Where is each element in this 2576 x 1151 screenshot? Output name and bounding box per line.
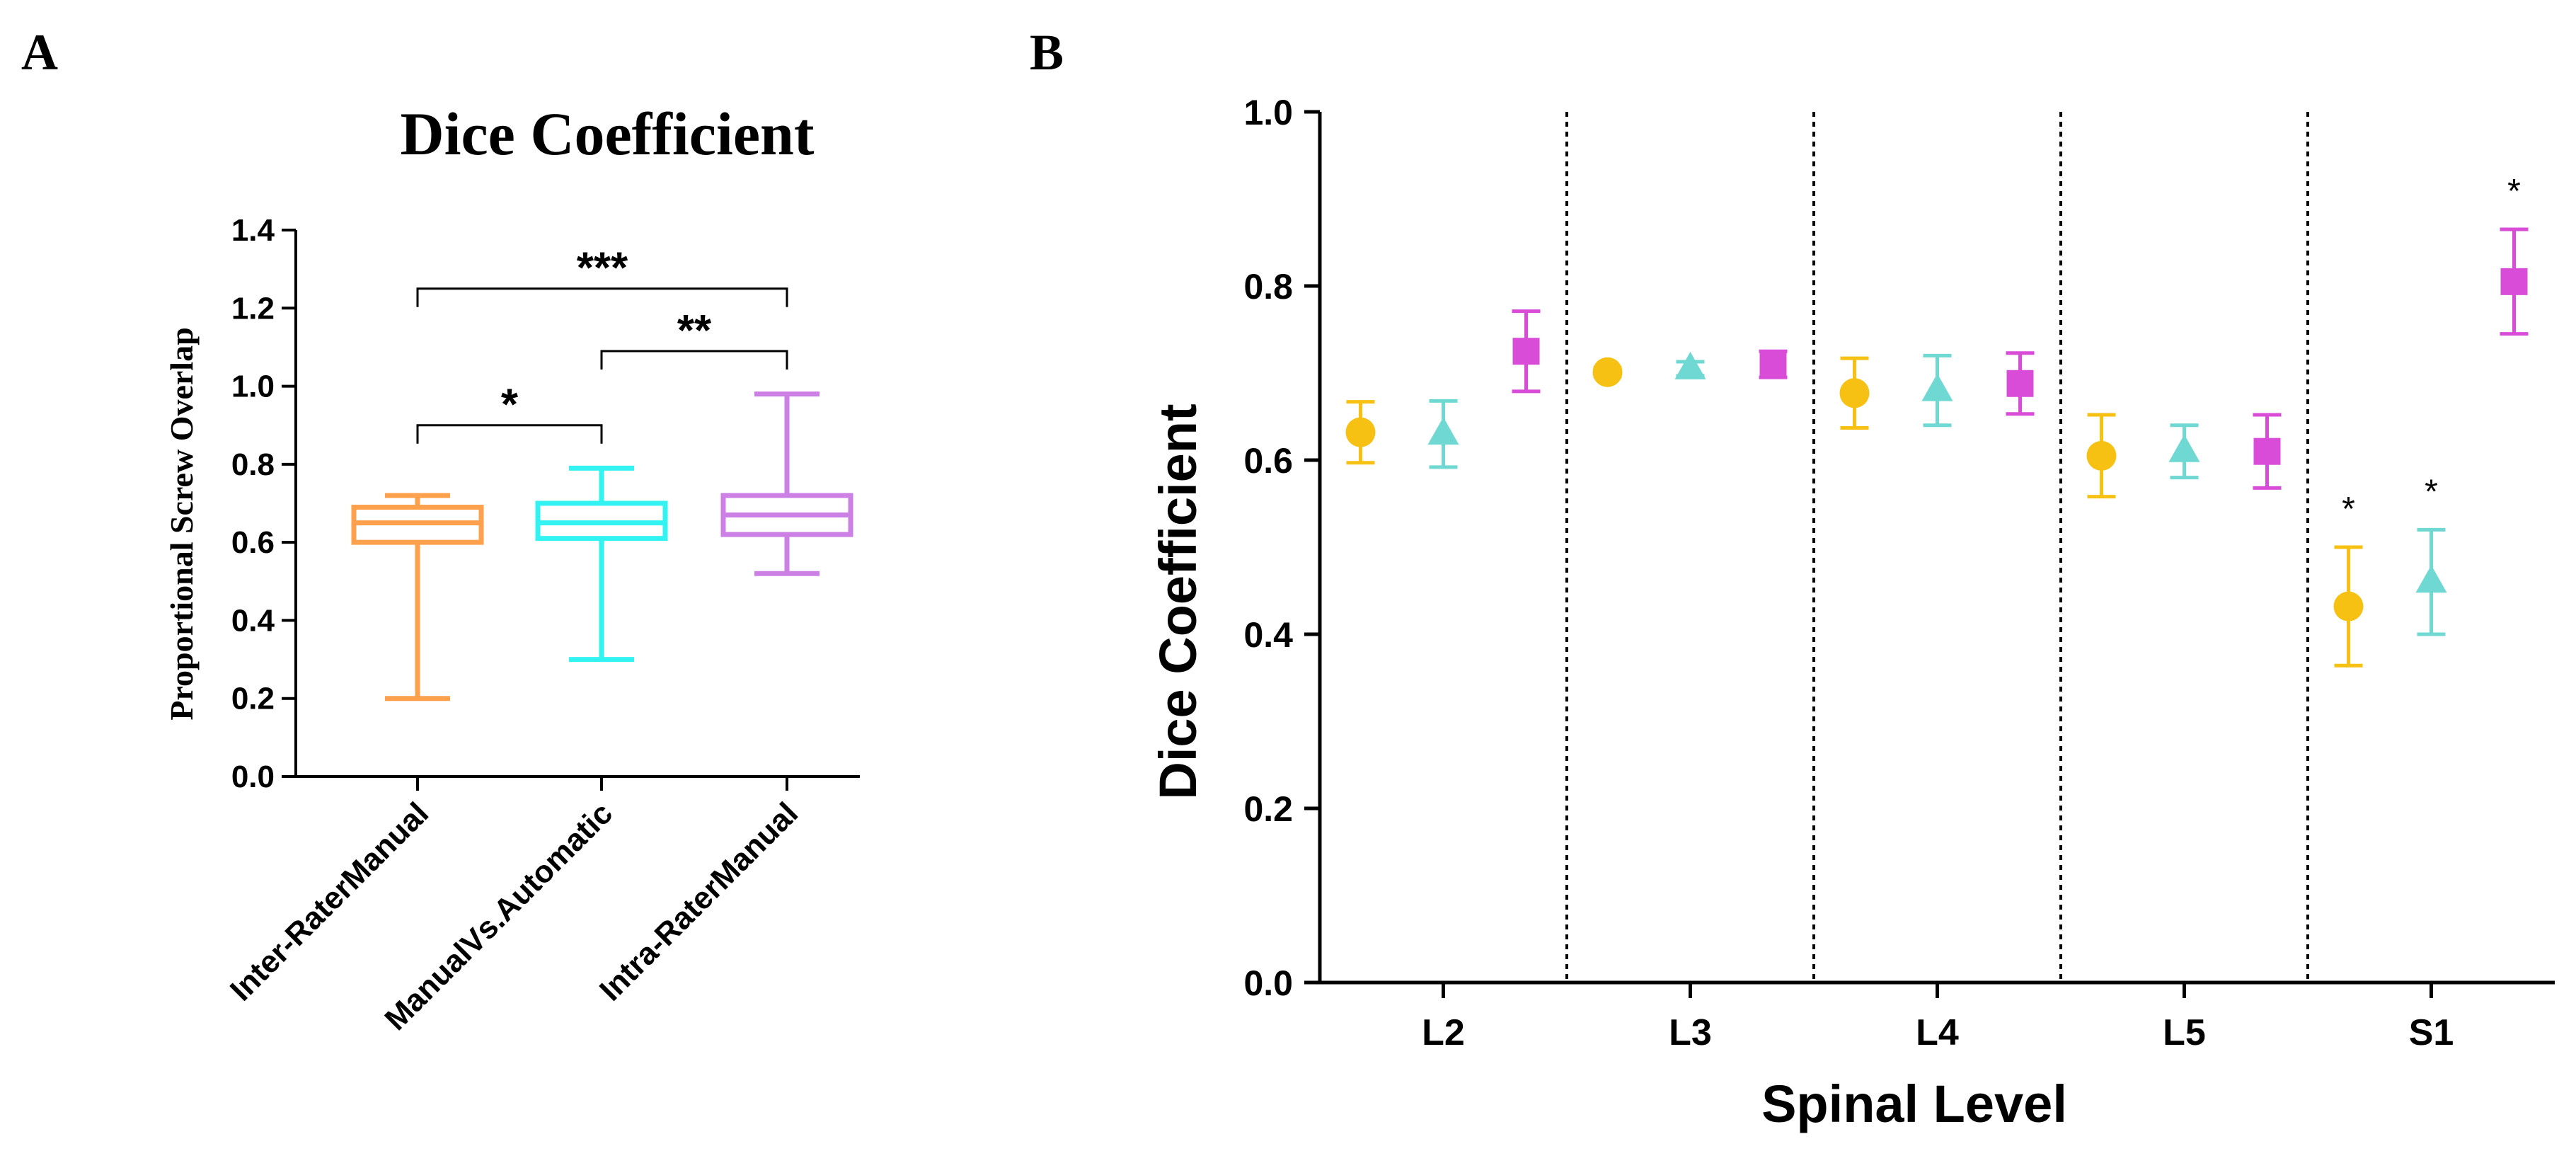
panel-b-plot: 0.0 0.2 0.4 0.6 0.8 1.0 L2 L3 L4 L5 S1 * * * [1243, 93, 2555, 1053]
series-1-point [1839, 356, 1870, 430]
series-1-point [1592, 357, 1623, 387]
significance-stars: * [501, 381, 519, 430]
square-marker [1512, 338, 1540, 365]
triangle-marker [2415, 565, 2447, 593]
significance-bracket [416, 287, 788, 307]
series-2-point [2415, 527, 2447, 636]
triangle-marker [1427, 417, 1459, 445]
panel-a-title: Dice Coefficient [401, 100, 815, 168]
panel-b-y-tick-label: 1.0 [1243, 93, 1293, 132]
significance-bracket [600, 350, 788, 370]
panel-a-y-tick-label: 0.2 [231, 682, 275, 716]
triangle-marker [2168, 434, 2200, 462]
series-2-point [1427, 399, 1459, 469]
panel-a-y-tick-label: 1.4 [231, 213, 275, 248]
significance-stars: *** [577, 244, 628, 293]
panel-b-category-label: S1 [2409, 1012, 2454, 1053]
series-1-point [2333, 545, 2364, 668]
panel-a-y-tick-label: 1.0 [231, 370, 275, 404]
significance-stars: ** [677, 307, 712, 355]
square-marker [2500, 268, 2528, 295]
triangle-marker [1674, 351, 1706, 379]
panel-a-y-tick-label: 0.6 [231, 525, 275, 560]
panel-a-category-label: Intra-RaterManual [593, 796, 805, 1007]
series-2-point [1921, 353, 1953, 428]
circle-marker [2333, 591, 2364, 622]
panel-a-y-tick-label: 0.4 [231, 603, 275, 638]
panel-a-box-3 [720, 391, 853, 576]
square-marker [1759, 350, 1787, 378]
series-3-point [2253, 413, 2282, 490]
panel-b-category-label: L3 [1669, 1012, 1712, 1053]
panel-b-y-axis-label: Dice Coefficient [1149, 403, 1207, 799]
panel-a-y-axis-label: Proportional Screw Overlap [163, 327, 200, 720]
panel-b-y-tick-label: 0.4 [1243, 615, 1293, 655]
circle-marker [1592, 357, 1623, 387]
panel-a-y-tick-label: 0.8 [231, 447, 275, 482]
square-marker [2006, 370, 2034, 397]
panel-b-y-tick-label: 0.6 [1243, 441, 1293, 481]
series-3-point [2500, 227, 2529, 336]
panel-a-category-label: Inter-RaterManual [224, 796, 435, 1007]
series-1-point [2086, 413, 2117, 499]
series-2-point [1674, 351, 1706, 379]
circle-marker [2086, 440, 2117, 471]
series-1-point [1345, 400, 1376, 465]
triangle-marker [1921, 373, 1953, 401]
significance-marker: * [2507, 173, 2521, 210]
series-3-point [2006, 351, 2035, 416]
panel-b-x-axis-label: Spinal Level [1761, 1075, 2067, 1133]
panel-b-category-label: L2 [1422, 1012, 1465, 1053]
circle-marker [1345, 417, 1376, 447]
panel-a-label: A [21, 24, 58, 81]
panel-a-y-tick-label: 0.0 [231, 760, 275, 794]
panel-a-box-2 [535, 465, 668, 663]
series-3-point [1759, 349, 1788, 379]
panel-a-box-1 [351, 493, 484, 702]
panel-b-y-tick-label: 0.8 [1243, 267, 1293, 307]
square-marker [2253, 437, 2281, 465]
significance-marker: * [2425, 473, 2438, 510]
panel-b-category-label: L5 [2163, 1012, 2206, 1053]
significance-marker: * [2342, 491, 2355, 528]
panel-b-y-tick-label: 0.2 [1243, 789, 1293, 829]
panel-b-label: B [1030, 24, 1064, 81]
panel-a-plot: 0.0 0.2 0.4 0.6 0.8 1.0 1.2 1.4 Inter-RaterManua… [224, 213, 860, 1037]
panel-b-category-label: L4 [1916, 1012, 1959, 1053]
circle-marker [1839, 378, 1870, 408]
panel-b-y-tick-label: 0.0 [1243, 963, 1293, 1003]
panel-a-y-tick-label: 1.2 [231, 291, 275, 326]
series-3-point [1512, 309, 1541, 394]
series-2-point [2168, 423, 2200, 480]
significance-bracket [416, 424, 603, 444]
